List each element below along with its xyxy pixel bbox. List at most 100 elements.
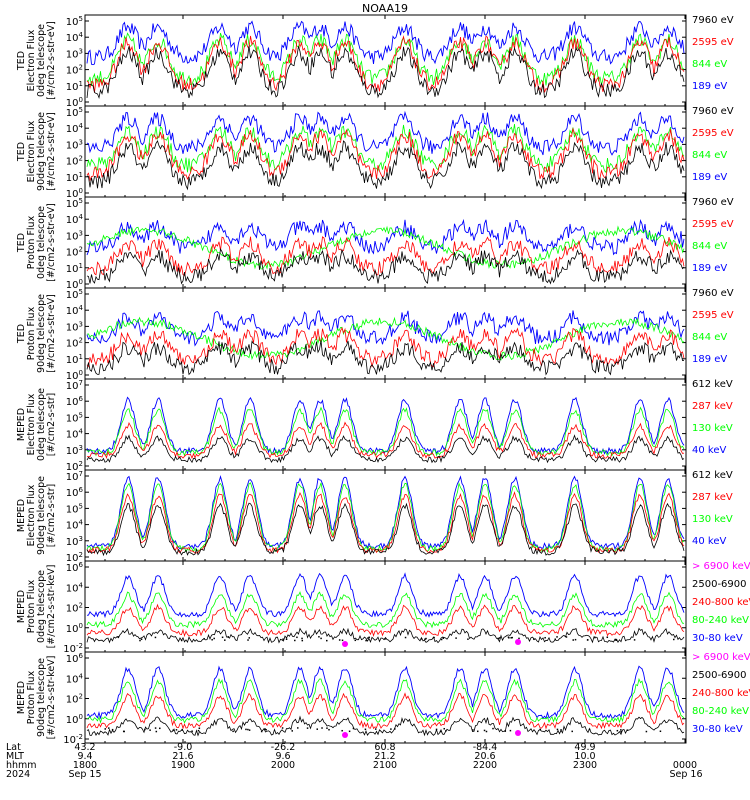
axis-row-value: 2100: [373, 760, 397, 771]
series-line: [86, 20, 685, 66]
axis-row-value: -9.0: [174, 742, 193, 753]
y-tick-label: 104: [66, 304, 84, 317]
series-line: [86, 35, 685, 93]
scatter-point: [354, 639, 357, 642]
y-tick-label: 105: [66, 288, 83, 301]
axis-row-label: hhmm: [6, 760, 37, 771]
legend-entry: 844 eV: [692, 59, 727, 70]
scatter-point: [224, 639, 226, 641]
y-tick-label: 105: [66, 106, 83, 119]
scatter-point: [117, 636, 119, 638]
axis-row-value: 9.4: [77, 751, 92, 762]
axis-row-value: Sep 16: [669, 769, 702, 780]
y-tick-label: 102: [66, 602, 83, 615]
scatter-point: [420, 638, 423, 640]
axis-row-value: -84.4: [473, 742, 498, 753]
scatter-point: [633, 639, 636, 641]
series-line: [86, 406, 685, 457]
data-traces: [86, 665, 685, 738]
legend-entry: 2595 eV: [692, 219, 734, 230]
y-tick-label: 105: [66, 15, 83, 28]
series-line: [86, 247, 685, 285]
series-line: [86, 665, 685, 720]
series-line: [86, 236, 685, 277]
y-tick-label: 102: [66, 155, 83, 168]
y-tick-label: 107: [66, 379, 83, 392]
y-tick-label: 106: [66, 486, 84, 499]
legend-entry: 189 eV: [692, 81, 727, 92]
scatter-point: [443, 727, 445, 730]
legend-entry: > 6900 keV: [692, 561, 750, 572]
axis-row-label: MLT: [6, 751, 24, 762]
y-tick-label: 102: [66, 246, 83, 259]
panels-group: 100 101 102 103 104 105 TEDElectron Flux0deg t…: [16, 14, 750, 746]
series-line: [86, 396, 685, 456]
series-line: [86, 491, 685, 555]
scatter-point: [301, 637, 303, 640]
scatter-point: [394, 728, 396, 730]
axis-row-value: -26.2: [271, 742, 296, 753]
scatter-point: [616, 729, 619, 732]
axis-row-value: 2000: [271, 760, 295, 771]
magenta-point: [515, 730, 521, 736]
y-tick-label: 101: [66, 80, 83, 93]
y-tick-label: 101: [66, 353, 83, 366]
legend-entry: 2595 eV: [692, 310, 734, 321]
panel-frame: [84, 14, 687, 107]
scatter-point: [191, 730, 193, 732]
y-axis-label: MEPEDProton Flux0deg telescope[#/cm2-s-s…: [16, 565, 57, 649]
y-tick-label: 106: [66, 652, 84, 665]
scatter-point: [175, 729, 178, 731]
scatter-point: [440, 638, 443, 641]
legend-entry: 844 eV: [692, 332, 727, 343]
scatter-point: [247, 639, 249, 641]
scatter-point: [626, 729, 629, 731]
scatter-point: [211, 638, 213, 641]
scatter-point: [326, 727, 328, 729]
legend-entry: 80-240 keV: [692, 706, 749, 717]
scatter-point: [365, 639, 367, 642]
scatter-point: [318, 636, 320, 638]
scatter-point: [364, 728, 367, 731]
panel-frame: [84, 105, 687, 198]
y-tick-label: 101: [66, 262, 83, 275]
series-line: [86, 572, 685, 619]
scatter-point: [384, 638, 386, 640]
scatter-point: [282, 638, 284, 640]
scatter-point: [483, 729, 486, 732]
data-traces: [86, 110, 685, 191]
scatter-point: [439, 730, 442, 733]
scatter-point: [425, 637, 427, 640]
axis-row-label: 2024: [6, 769, 30, 780]
scatter-point: [294, 639, 296, 642]
scatter-point: [326, 639, 328, 642]
y-tick-label: 104: [66, 672, 84, 685]
legend-entry: 612 keV: [692, 470, 733, 481]
series-line: [86, 502, 685, 557]
y-tick-label: 103: [66, 229, 83, 242]
scatter-point: [433, 636, 435, 639]
y-tick-label: 101: [66, 171, 83, 184]
axis-row-value: 2200: [473, 760, 497, 771]
chart-title: NOAA19: [362, 2, 408, 15]
scatter-point: [159, 727, 161, 730]
legend-entry: 7960 eV: [692, 106, 734, 117]
scatter-point: [588, 728, 591, 731]
scatter-point: [606, 636, 609, 639]
y-tick-label: 106: [66, 395, 84, 408]
axis-row-value: Sep 15: [68, 769, 101, 780]
series-line: [86, 340, 685, 376]
y-axis-label: TEDElectron Flux90deg telescope[#/cm2-s-…: [16, 112, 57, 191]
axis-row-value: 0000: [673, 760, 697, 771]
scatter-point: [301, 639, 304, 642]
series-line: [86, 603, 685, 638]
scatter-point: [144, 728, 146, 731]
series-line: [86, 434, 685, 464]
legend-entry: 240-800 keV: [692, 688, 750, 699]
y-tick-label: 103: [66, 535, 83, 548]
scatter-point: [341, 729, 343, 732]
scatter-point: [510, 637, 512, 639]
legend-entry: 2500-6900: [692, 670, 747, 681]
